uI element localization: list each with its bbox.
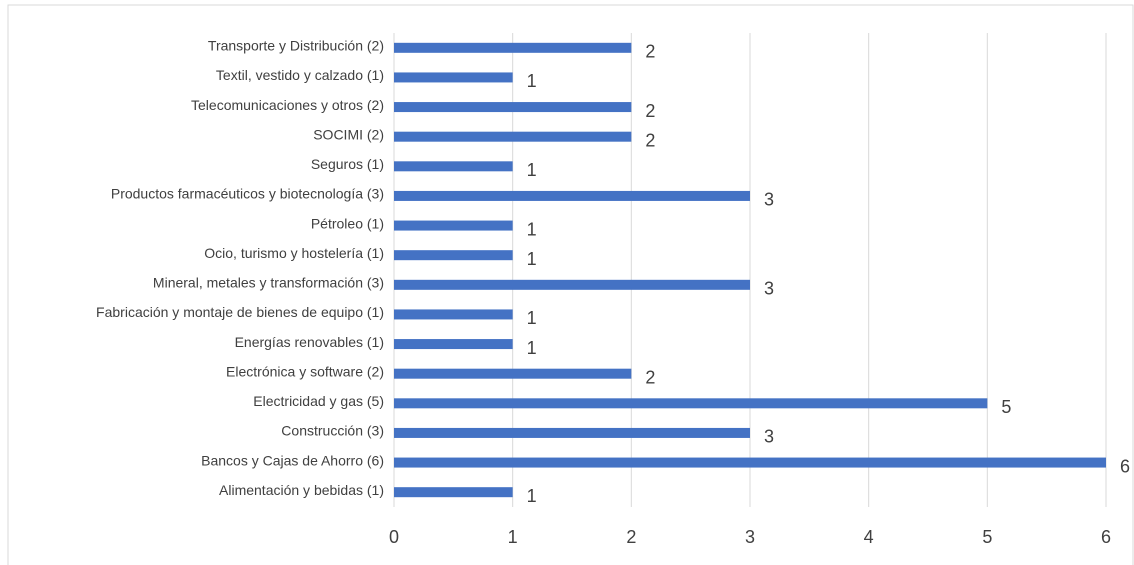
x-tick-label: 4 — [864, 527, 874, 547]
y-tick-label: Mineral, metales y transformación (3) — [153, 275, 384, 291]
x-tick-label: 5 — [982, 527, 992, 547]
y-tick-label: Transporte y Distribución (2) — [208, 38, 384, 54]
data-label: 1 — [527, 249, 537, 269]
bar — [394, 279, 750, 290]
data-label: 1 — [527, 71, 537, 91]
bar — [394, 102, 632, 113]
y-tick-label: Electricidad y gas (5) — [253, 393, 384, 409]
bar — [394, 190, 750, 201]
data-label: 5 — [1001, 397, 1011, 417]
data-label: 1 — [527, 486, 537, 506]
y-tick-label: Alimentación y bebidas (1) — [219, 482, 384, 498]
data-label: 3 — [764, 279, 774, 299]
x-tick-label: 2 — [626, 527, 636, 547]
bar — [394, 72, 513, 83]
y-tick-label: Pétroleo (1) — [311, 215, 384, 231]
y-tick-label: Productos farmacéuticos y biotecnología … — [111, 186, 384, 202]
bar — [394, 398, 988, 409]
y-tick-label: Textil, vestido y calzado (1) — [216, 67, 384, 83]
data-label: 2 — [645, 42, 655, 62]
y-tick-label: SOCIMI (2) — [313, 126, 384, 142]
bar — [394, 220, 513, 231]
y-tick-label: Energías renovables (1) — [235, 334, 384, 350]
bar — [394, 487, 513, 498]
data-label: 1 — [527, 160, 537, 180]
data-label: 1 — [527, 219, 537, 239]
y-tick-label: Seguros (1) — [311, 156, 384, 172]
data-label: 2 — [645, 367, 655, 387]
bar — [394, 161, 513, 172]
y-tick-label: Fabricación y montaje de bienes de equip… — [96, 304, 384, 320]
y-tick-label: Ocio, turismo y hostelería (1) — [204, 245, 384, 261]
data-label: 1 — [527, 338, 537, 358]
bar — [394, 427, 750, 438]
y-tick-label: Electrónica y software (2) — [226, 363, 384, 379]
bar — [394, 339, 513, 350]
bar — [394, 131, 632, 142]
x-tick-label: 1 — [508, 527, 518, 547]
bar — [394, 250, 513, 261]
bar — [394, 309, 513, 320]
data-label: 6 — [1120, 456, 1130, 476]
y-tick-label: Telecomunicaciones y otros (2) — [191, 97, 384, 113]
bar — [394, 42, 632, 53]
data-label: 1 — [527, 308, 537, 328]
x-tick-label: 6 — [1101, 527, 1111, 547]
data-label: 3 — [764, 427, 774, 447]
data-label: 2 — [645, 101, 655, 121]
bar — [394, 368, 632, 379]
x-tick-label: 0 — [389, 527, 399, 547]
y-tick-label: Construcción (3) — [281, 423, 384, 439]
bar — [394, 457, 1106, 468]
data-label: 3 — [764, 190, 774, 210]
x-tick-label: 3 — [745, 527, 755, 547]
y-tick-label: Bancos y Cajas de Ahorro (6) — [201, 452, 384, 468]
data-label: 2 — [645, 130, 655, 150]
